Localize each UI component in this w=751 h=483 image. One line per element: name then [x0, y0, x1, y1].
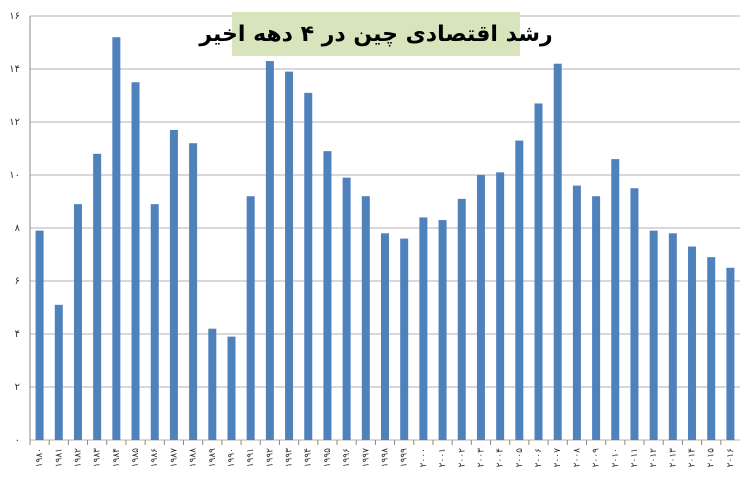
- x-tick-label: ۱۹۹۲: [265, 448, 275, 468]
- y-tick-label: ۸: [15, 223, 21, 234]
- bar: [54, 304, 63, 440]
- y-tick-label: ۲: [15, 382, 20, 393]
- bar: [438, 220, 447, 440]
- bar: [169, 129, 178, 440]
- y-tick-label: ۴: [15, 329, 20, 340]
- x-tick-label: ۱۹۸۵: [131, 448, 141, 468]
- y-tick-label: ۱۰: [9, 170, 20, 181]
- bar: [476, 175, 485, 440]
- x-tick-label: ۲۰۰۵: [515, 448, 525, 468]
- x-tick-label: ۲۰۰۴: [496, 448, 506, 468]
- x-tick-label: ۲۰۰۲: [457, 448, 467, 468]
- x-tick-label: ۲۰۰۷: [553, 448, 563, 468]
- x-tick-label: ۱۹۹۶: [342, 448, 352, 468]
- bar: [131, 82, 140, 440]
- bar: [419, 217, 428, 440]
- bar: [611, 159, 620, 440]
- bar: [150, 204, 159, 440]
- y-tick-label: ۰: [15, 435, 20, 446]
- bar: [534, 103, 543, 440]
- x-tick-label: ۲۰۰۳: [476, 448, 486, 468]
- x-tick-label: ۱۹۹۴: [304, 448, 314, 468]
- x-tick-label: ۱۹۹۹: [400, 448, 410, 468]
- x-tick-label: ۲۰۱۶: [726, 448, 736, 468]
- x-tick-label: ۱۹۸۳: [93, 448, 103, 468]
- chart-title: رشد اقتصادی چین در ۴ دهه اخیر: [198, 22, 552, 47]
- bar: [553, 63, 562, 440]
- x-tick-label: ۱۹۸۲: [73, 448, 83, 468]
- bar: [707, 257, 716, 440]
- bar: [457, 198, 466, 440]
- bar: [112, 37, 121, 440]
- x-tick-label: ۲۰۰۸: [572, 448, 582, 468]
- bar: [361, 196, 370, 440]
- bar: [515, 140, 524, 441]
- x-tick-label: ۲۰۱۳: [668, 448, 678, 468]
- x-tick-label: ۲۰۱۴: [688, 448, 698, 468]
- y-tick-label: ۱۲: [9, 117, 20, 128]
- x-tick-label: ۲۰۰۱: [438, 448, 448, 467]
- x-tick-label: ۱۹۸۸: [189, 448, 199, 468]
- bar: [688, 246, 697, 440]
- x-tick-label: ۲۰۱۰: [611, 448, 621, 467]
- bar: [189, 143, 198, 440]
- x-tick-label: ۱۹۸۴: [112, 448, 122, 468]
- bar: [572, 185, 581, 440]
- bar: [726, 267, 735, 440]
- y-tick-label: ۱۶: [9, 11, 20, 22]
- y-tick-label: ۶: [15, 276, 20, 287]
- x-tick-label: ۱۹۹۰: [227, 448, 237, 467]
- x-tick-label: ۲۰۱۵: [707, 448, 717, 468]
- x-tick-label: ۲۰۰۰: [419, 448, 429, 467]
- x-tick-label: ۱۹۸۹: [208, 448, 218, 468]
- bar: [649, 230, 658, 440]
- bar: [668, 233, 677, 440]
- bar: [73, 204, 82, 440]
- bar: [342, 177, 351, 440]
- bar: [93, 153, 102, 441]
- title-box: [232, 12, 520, 56]
- bar: [227, 336, 236, 440]
- x-tick-label: ۱۹۸۷: [169, 448, 179, 468]
- x-tick-label: ۱۹۹۵: [323, 448, 333, 468]
- bar: [265, 61, 274, 441]
- x-tick-label: ۲۰۱۲: [649, 448, 659, 468]
- bar: [246, 196, 255, 440]
- bar: [35, 230, 44, 440]
- x-tick-label: ۲۰۱۱: [630, 448, 640, 467]
- x-tick-label: ۲۰۰۶: [534, 448, 544, 468]
- x-tick-label: ۲۰۰۹: [592, 448, 602, 468]
- x-tick-label: ۱۹۹۱: [246, 448, 256, 467]
- bar: [592, 196, 601, 440]
- bar: [304, 92, 313, 440]
- x-tick-label: ۱۹۸۶: [150, 448, 160, 468]
- bar: [208, 328, 217, 440]
- x-tick-label: ۱۹۹۳: [285, 448, 295, 468]
- x-tick-label: ۱۹۸۱: [54, 448, 64, 467]
- bar: [323, 151, 332, 440]
- bar: [285, 71, 294, 441]
- x-tick-label: ۱۹۹۸: [381, 448, 391, 468]
- x-tick-label: ۱۹۸۰: [35, 448, 45, 467]
- bar: [630, 188, 639, 440]
- y-tick-label: ۱۴: [9, 64, 20, 75]
- bar: [400, 238, 409, 440]
- bar: [496, 172, 505, 440]
- bar: [381, 233, 389, 440]
- x-tick-label: ۱۹۹۷: [361, 448, 371, 468]
